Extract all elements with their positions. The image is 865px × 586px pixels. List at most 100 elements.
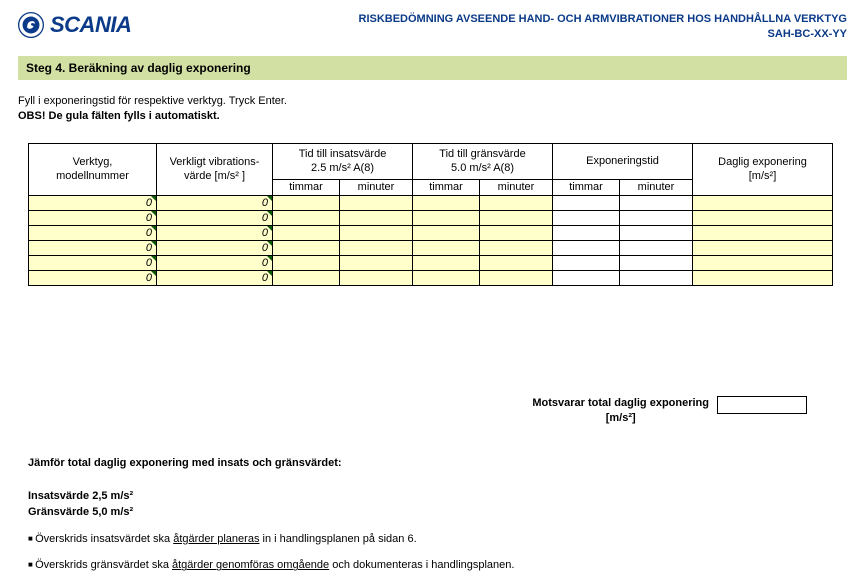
cell-daglig bbox=[693, 256, 833, 271]
cell-exp-tim[interactable] bbox=[553, 271, 620, 286]
cell-daglig bbox=[693, 196, 833, 211]
bullet2-pre: Överskrids gränsvärdet ska bbox=[35, 559, 172, 571]
cell-grn-tim bbox=[413, 196, 480, 211]
cell-ins-tim bbox=[273, 211, 340, 226]
table-row: 0 0 bbox=[29, 256, 833, 271]
cell-grn-tim bbox=[413, 271, 480, 286]
cell-exp-min[interactable] bbox=[620, 271, 693, 286]
cell-ins-tim bbox=[273, 256, 340, 271]
cell-ins-min bbox=[340, 271, 413, 286]
cell-exp-tim[interactable] bbox=[553, 256, 620, 271]
table-row: 0 0 bbox=[29, 271, 833, 286]
compare-heading: Jämför total daglig exponering med insat… bbox=[28, 455, 847, 472]
total-label-line1: Motsvarar total daglig exponering bbox=[532, 396, 709, 410]
col-exponeringstid: Exponeringstid bbox=[553, 144, 693, 180]
cell-daglig bbox=[693, 211, 833, 226]
cell-vibration: 0 bbox=[157, 226, 273, 241]
bullet-insats: Överskrids insatsvärdet ska åtgärder pla… bbox=[28, 531, 847, 548]
doc-title-line1: RISKBEDÖMNING AVSEENDE HAND- OCH ARMVIBR… bbox=[359, 12, 848, 27]
exposure-table: Verktyg,modellnummer Verkligt vibrations… bbox=[28, 143, 833, 286]
cell-exp-min[interactable] bbox=[620, 256, 693, 271]
col-insatsvarde: Tid till insatsvärde2.5 m/s² A(8) bbox=[273, 144, 413, 180]
cell-grn-tim bbox=[413, 241, 480, 256]
insatsvarde-line: Insatsvärde 2,5 m/s² bbox=[28, 488, 847, 505]
cell-verktyg: 0 bbox=[29, 211, 157, 226]
table-row: 0 0 bbox=[29, 226, 833, 241]
cell-exp-min[interactable] bbox=[620, 211, 693, 226]
cell-verktyg: 0 bbox=[29, 226, 157, 241]
bullet-grans: Överskrids gränsvärdet ska åtgärder geno… bbox=[28, 557, 847, 574]
col-gransvarde: Tid till gränsvärde5.0 m/s² A(8) bbox=[413, 144, 553, 180]
cell-exp-tim[interactable] bbox=[553, 211, 620, 226]
doc-title: RISKBEDÖMNING AVSEENDE HAND- OCH ARMVIBR… bbox=[359, 12, 848, 42]
cell-exp-min[interactable] bbox=[620, 226, 693, 241]
cell-vibration: 0 bbox=[157, 256, 273, 271]
cell-ins-tim bbox=[273, 196, 340, 211]
page-header: SCANIA RISKBEDÖMNING AVSEENDE HAND- OCH … bbox=[18, 12, 847, 42]
brand-logo: SCANIA bbox=[18, 12, 131, 38]
cell-ins-tim bbox=[273, 271, 340, 286]
total-exposure-row: Motsvarar total daglig exponering [m/s²] bbox=[18, 396, 807, 425]
table-row: 0 0 bbox=[29, 196, 833, 211]
cell-daglig bbox=[693, 241, 833, 256]
cell-verktyg: 0 bbox=[29, 196, 157, 211]
cell-ins-min bbox=[340, 196, 413, 211]
cell-vibration: 0 bbox=[157, 241, 273, 256]
cell-grn-tim bbox=[413, 256, 480, 271]
bullet1-underline: åtgärder planeras bbox=[173, 533, 259, 545]
scania-griffin-icon bbox=[18, 12, 44, 38]
step-heading: Steg 4. Beräkning av daglig exponering bbox=[18, 56, 847, 80]
cell-ins-tim bbox=[273, 241, 340, 256]
sub-minuter: minuter bbox=[620, 180, 693, 196]
cell-ins-min bbox=[340, 226, 413, 241]
sub-timmar: timmar bbox=[553, 180, 620, 196]
cell-grn-tim bbox=[413, 226, 480, 241]
instructions-line2: OBS! De gula fälten fylls i automatiskt. bbox=[18, 109, 847, 124]
sub-minuter: minuter bbox=[340, 180, 413, 196]
table-row: 0 0 bbox=[29, 211, 833, 226]
cell-ins-min bbox=[340, 256, 413, 271]
col-verktyg: Verktyg,modellnummer bbox=[29, 144, 157, 196]
brand-name: SCANIA bbox=[50, 12, 131, 38]
cell-exp-tim[interactable] bbox=[553, 226, 620, 241]
doc-title-line2: SAH-BC-XX-YY bbox=[359, 27, 848, 42]
cell-ins-tim bbox=[273, 226, 340, 241]
total-exposure-value-box bbox=[717, 396, 807, 414]
cell-verktyg: 0 bbox=[29, 256, 157, 271]
comparison-section: Jämför total daglig exponering med insat… bbox=[28, 455, 847, 574]
instructions-line1: Fyll i exponeringstid för respektive ver… bbox=[18, 94, 847, 109]
sub-timmar: timmar bbox=[413, 180, 480, 196]
cell-exp-min[interactable] bbox=[620, 196, 693, 211]
cell-verktyg: 0 bbox=[29, 241, 157, 256]
instructions: Fyll i exponeringstid för respektive ver… bbox=[18, 94, 847, 124]
total-exposure-label: Motsvarar total daglig exponering [m/s²] bbox=[532, 396, 709, 425]
cell-ins-min bbox=[340, 211, 413, 226]
cell-grn-min bbox=[480, 196, 553, 211]
bullet2-post: och dokumenteras i handlingsplanen. bbox=[329, 559, 514, 571]
cell-daglig bbox=[693, 226, 833, 241]
cell-grn-tim bbox=[413, 211, 480, 226]
col-daglig: Daglig exponering[m/s²] bbox=[693, 144, 833, 196]
cell-exp-tim[interactable] bbox=[553, 241, 620, 256]
sub-minuter: minuter bbox=[480, 180, 553, 196]
cell-exp-min[interactable] bbox=[620, 241, 693, 256]
cell-grn-min bbox=[480, 256, 553, 271]
table-body: 0 0 0 0 0 0 bbox=[29, 196, 833, 286]
cell-grn-min bbox=[480, 226, 553, 241]
cell-exp-tim[interactable] bbox=[553, 196, 620, 211]
bullet1-post: in i handlingsplanen på sidan 6. bbox=[259, 533, 416, 545]
gransvarde-line: Gränsvärde 5,0 m/s² bbox=[28, 504, 847, 521]
sub-timmar: timmar bbox=[273, 180, 340, 196]
table-row: 0 0 bbox=[29, 241, 833, 256]
bullet2-underline: åtgärder genomföras omgående bbox=[172, 559, 329, 571]
cell-daglig bbox=[693, 271, 833, 286]
cell-grn-min bbox=[480, 211, 553, 226]
cell-vibration: 0 bbox=[157, 271, 273, 286]
cell-ins-min bbox=[340, 241, 413, 256]
total-label-line2: [m/s²] bbox=[532, 411, 709, 425]
cell-vibration: 0 bbox=[157, 211, 273, 226]
cell-verktyg: 0 bbox=[29, 271, 157, 286]
bullet1-pre: Överskrids insatsvärdet ska bbox=[35, 533, 173, 545]
cell-grn-min bbox=[480, 271, 553, 286]
cell-vibration: 0 bbox=[157, 196, 273, 211]
